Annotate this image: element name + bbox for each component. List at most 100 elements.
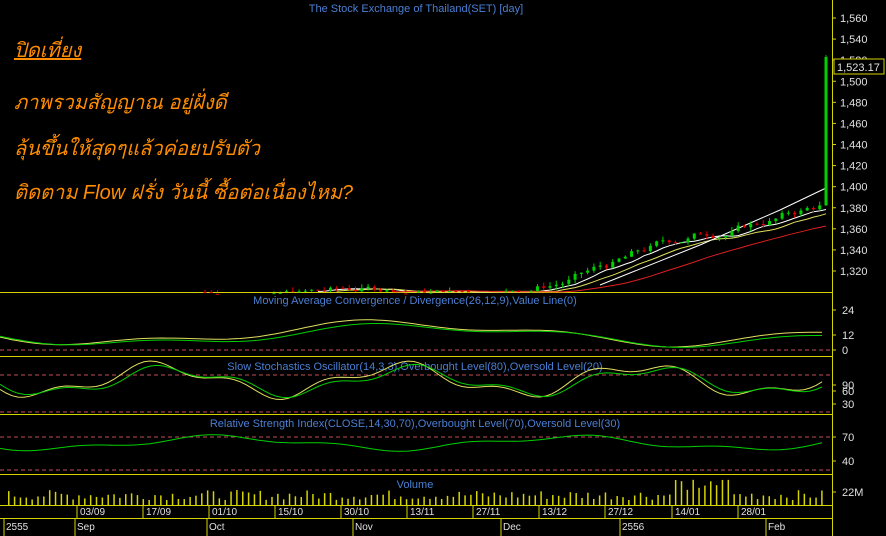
indicator-tick-label: 60 (842, 386, 854, 398)
volume-bar (142, 499, 145, 505)
note-midday-close: ปิดเที่ยง (14, 40, 82, 62)
candle-down (404, 293, 408, 295)
candle-down (347, 288, 351, 290)
candle-down (811, 207, 815, 210)
panel-label-stochastics: Slow Stochastics Oscillator(14,3,3),Over… (227, 361, 602, 373)
candle-up (768, 221, 772, 226)
macd-line (0, 319, 822, 348)
candle-up (510, 290, 514, 292)
candle-up (561, 283, 565, 285)
candle-down (341, 287, 345, 289)
candle-down (667, 240, 671, 243)
volume-bar (335, 499, 338, 505)
candle-down (391, 290, 395, 292)
candle-down (705, 234, 709, 236)
volume-bar (628, 499, 630, 505)
candle-up (805, 207, 809, 211)
period-label: Oct (209, 522, 225, 533)
period-label: Feb (768, 522, 786, 533)
volume-bar (394, 499, 396, 505)
volume-bar (774, 499, 776, 505)
candle-down (454, 291, 458, 293)
volume-bar (224, 499, 226, 505)
candle-down (742, 225, 746, 228)
volume-bar (780, 494, 782, 505)
volume-bar (201, 493, 203, 505)
volume-bar (43, 496, 45, 505)
volume-bar (312, 494, 314, 505)
candle-down (793, 212, 797, 215)
note-push-up: ลุ้นขึ้นให้สุดๆแล้วค่อยปรับตัว (14, 138, 260, 160)
candle-down (291, 291, 295, 293)
volume-bar (417, 498, 419, 505)
volume-bar (604, 492, 607, 505)
moving-average-line (393, 225, 827, 293)
volume-bar (622, 497, 624, 505)
volume-bar (364, 497, 367, 505)
candle-up (611, 261, 615, 268)
volume-bar (8, 491, 10, 505)
volume-bar (265, 499, 267, 505)
candle-up (623, 256, 627, 259)
indicator-tick-label: 90 (842, 380, 854, 392)
volume-bar (84, 498, 86, 505)
candle-up (573, 273, 577, 280)
volume-bar (423, 496, 425, 505)
candle-up (385, 290, 389, 292)
candle-up (617, 258, 621, 262)
candle-up (416, 291, 420, 293)
volume-bar (405, 499, 408, 505)
indicator-lines (0, 319, 823, 452)
volume-bar (189, 496, 191, 505)
volume-bar (125, 494, 127, 505)
volume-bar (534, 495, 536, 505)
candle-up (529, 291, 533, 293)
volume-bar (791, 499, 794, 505)
price-tick-label: 1,500 (840, 76, 868, 88)
volume-bar (411, 498, 414, 505)
volume-bar (54, 491, 57, 505)
volume-bar (616, 496, 618, 505)
candle-up (786, 212, 790, 214)
price-tick-label: 1,560 (840, 13, 868, 25)
volume-bar (329, 492, 332, 505)
volume-bar (288, 493, 291, 505)
volume-bar (136, 495, 139, 505)
volume-bar (247, 492, 250, 505)
volume-bar (195, 495, 197, 505)
date-tick-label: 14/01 (675, 507, 700, 518)
volume-bar (470, 494, 472, 505)
volume-bar (797, 490, 800, 505)
volume-bar (540, 491, 542, 505)
volume-bar (72, 499, 74, 505)
volume-bar (704, 485, 706, 505)
volume-bar (323, 493, 326, 505)
candle-up (548, 286, 552, 288)
price-tick-label: 1,420 (840, 161, 868, 173)
volume-bar (511, 492, 513, 505)
volume-bar (557, 495, 560, 505)
date-tick-label: 27/11 (476, 507, 501, 518)
volume-bar (715, 485, 718, 505)
stochastic-d-line (0, 363, 823, 399)
candle-down (335, 287, 339, 289)
volume-bar (458, 491, 460, 505)
volume-bar (230, 491, 232, 505)
panel-label-rsi: Relative Strength Index(CLOSE,14,30,70),… (210, 418, 620, 430)
volume-bar (318, 498, 320, 505)
candle-down (711, 235, 715, 238)
date-tick-label: 13/12 (542, 507, 567, 518)
candle-down (203, 292, 207, 294)
candle-down (460, 291, 464, 293)
candle-up (435, 290, 439, 292)
period-label: Sep (77, 522, 95, 533)
indicator-tick-label: 70 (842, 432, 854, 444)
candle-down (755, 223, 759, 225)
volume-bar (692, 479, 694, 505)
volume-bar (148, 499, 150, 505)
candle-down (642, 250, 646, 252)
last-price-label: 1,523.17 (837, 62, 880, 74)
volume-bar (177, 499, 180, 505)
candle-down (604, 265, 608, 268)
